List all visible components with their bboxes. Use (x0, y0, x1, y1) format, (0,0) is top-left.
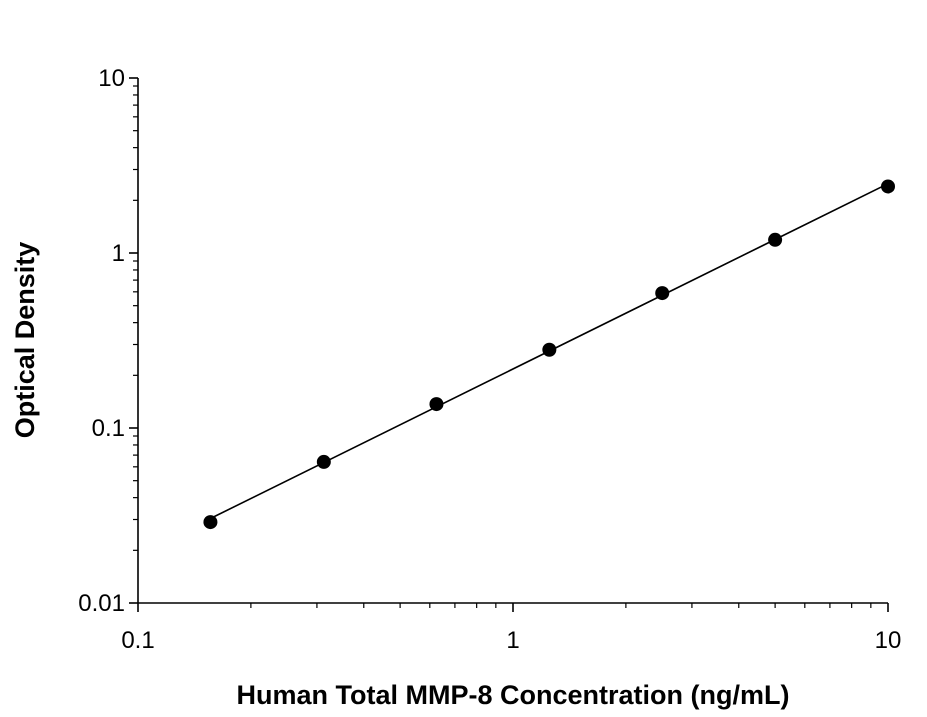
y-tick-label: 0.1 (92, 415, 125, 442)
data-point (203, 515, 218, 530)
data-point (429, 397, 444, 412)
x-tick-label: 1 (506, 627, 519, 654)
data-point (655, 286, 670, 301)
data-point (881, 179, 895, 194)
y-tick-label: 10 (98, 65, 125, 92)
data-points (203, 179, 895, 530)
data-point (542, 342, 557, 357)
x-axis-title: Human Total MMP-8 Concentration (ng/mL) (237, 680, 790, 710)
x-tick-label: 0.1 (121, 627, 154, 654)
y-axis-title: Optical Density (10, 242, 40, 439)
x-tick-label: 10 (875, 627, 902, 654)
tick-marks (129, 77, 889, 612)
y-tick-label: 0.01 (78, 590, 125, 617)
data-point (316, 454, 331, 469)
y-tick-label: 1 (112, 240, 125, 267)
data-point (768, 232, 783, 247)
axes (137, 78, 888, 604)
tick-labels: 0.01 0.1 1 10 0.1 1 10 (78, 65, 901, 654)
